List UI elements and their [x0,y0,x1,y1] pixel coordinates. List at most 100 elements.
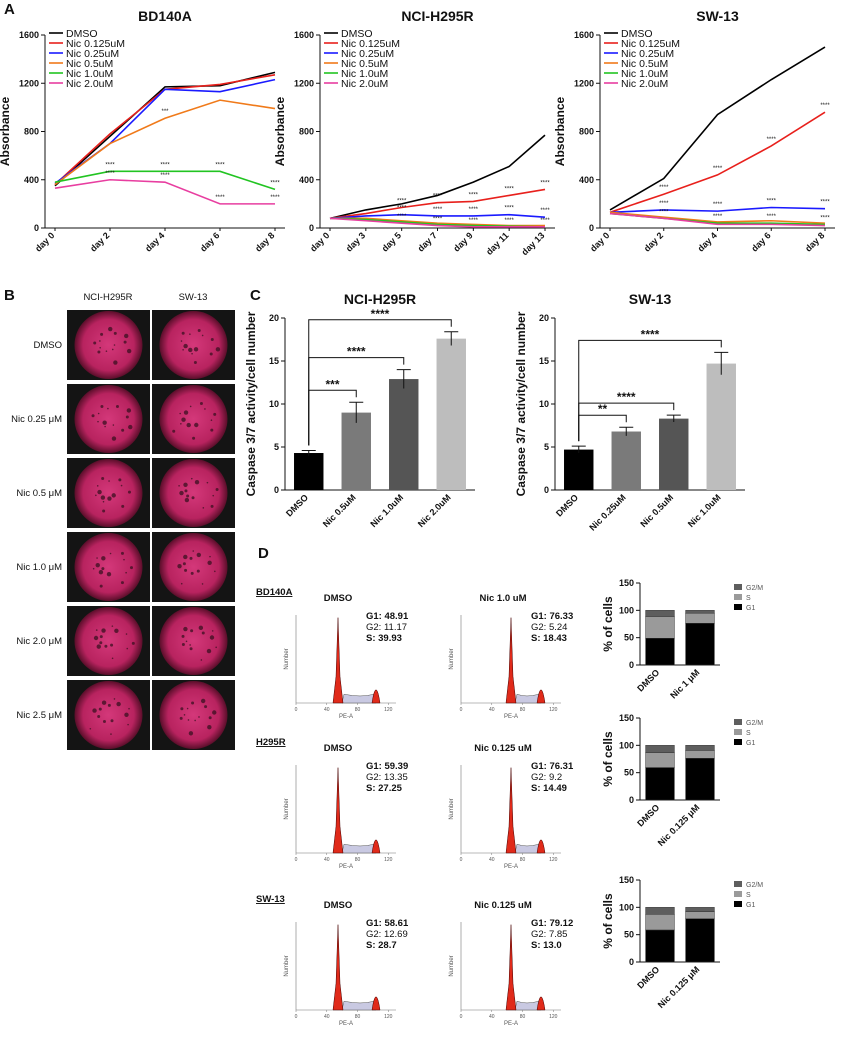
flow-stat: G1: 76.33 [531,611,573,622]
bar-segment [685,612,715,624]
x-tick-label: day 11 [484,230,511,257]
colony [210,338,214,342]
legend-label: Nic 2.0uM [341,78,388,90]
bar [341,412,371,490]
bar-segment [645,767,675,801]
significance-label: **** [540,180,550,186]
colony [184,568,188,572]
colony [127,490,131,494]
x-tick-label: day 4 [143,230,166,253]
colony [210,428,214,432]
y-axis-label: Caspase 3/7 activity/cell number [244,311,258,496]
colony [97,412,100,415]
bar-segment [685,911,715,919]
flow-y-label: Number [449,798,455,819]
flow-x-tick-label: 120 [384,857,393,863]
well [159,459,228,527]
colony [93,635,99,641]
flow-y-label: Number [284,648,290,669]
g2-peak [536,996,546,1011]
flow-stat: G2: 13.35 [366,772,408,783]
flow-x-tick-label: 0 [295,707,298,713]
column-header: NCI-H295R [83,292,132,303]
colony [98,707,102,711]
legend-label: Nic 1.0uM [621,68,668,80]
colony [183,410,189,415]
flow-stat: G2: 9.2 [531,772,562,783]
y-tick-label: 5 [274,442,279,452]
colony [110,643,114,647]
flow-x-tick-label: 120 [384,707,393,713]
y-tick-label: 150 [619,578,634,588]
significance-label: **** [641,327,660,341]
colony [131,641,135,645]
well [74,311,143,379]
legend-label: Nic 0.5uM [66,58,113,70]
well [74,533,143,601]
y-tick-label: 800 [299,127,314,137]
x-tick-label: DMSO [635,667,661,693]
flow-title: Nic 1.0 uM [480,593,527,604]
colony [121,504,125,508]
x-tick-label: Nic 1.0uM [686,492,723,529]
colony [95,629,98,631]
significance-label: *** [325,377,339,391]
flow-stat: G2: 11.17 [366,622,407,633]
colony [110,733,112,735]
colony [91,414,95,418]
colony [128,424,133,430]
colony [201,334,204,337]
colony [108,326,113,332]
significance-label: **** [270,195,280,201]
line-series [329,217,545,228]
line-series [609,111,826,214]
significance-label: **** [540,218,550,224]
significance-label: **** [469,207,479,213]
colony [120,484,123,487]
flow-stat: S: 27.25 [366,783,403,794]
colony [125,571,127,574]
significance-label: **** [347,345,366,359]
colony [111,436,117,441]
colony [189,333,191,335]
y-axis-label: Absorbance [553,97,567,167]
colony [172,429,176,433]
colony [204,705,208,709]
flow-title: Nic 0.125 uM [474,900,532,911]
chart-title: NCI-H295R [401,8,473,24]
g2-peak [371,996,381,1011]
colony [184,497,190,503]
x-tick-label: day 2 [642,230,665,253]
colony [209,635,215,640]
y-tick-label: 0 [544,485,549,495]
g2-peak [536,689,546,704]
g1-peak [505,767,517,854]
row-label: Nic 2.5 μM [16,710,62,721]
error-bar [444,331,459,346]
flow-stat: S: 18.43 [531,633,567,644]
line-series [609,211,826,224]
colony [100,404,104,408]
x-tick-label: day 0 [588,230,611,253]
colony [190,571,194,575]
colony [183,343,188,349]
legend-label: Nic 0.125uM [341,38,400,50]
bar-segment [685,750,715,759]
colony [121,428,125,432]
error-bar [396,369,411,389]
flow-y-label: Number [284,798,290,819]
colony [110,719,114,723]
panel-label: A [4,1,15,18]
bar-segment [685,623,715,666]
colony [183,714,186,716]
y-tick-label: 1600 [294,30,314,40]
flow-stat: G1: 76.31 [531,761,574,772]
bar [611,431,641,490]
flow-title: DMSO [324,593,353,604]
colony [207,725,212,730]
colony [180,582,183,585]
colony [118,478,122,482]
significance-label: **** [397,206,407,212]
bar-segment [645,610,675,617]
x-tick-label: DMSO [284,492,310,518]
